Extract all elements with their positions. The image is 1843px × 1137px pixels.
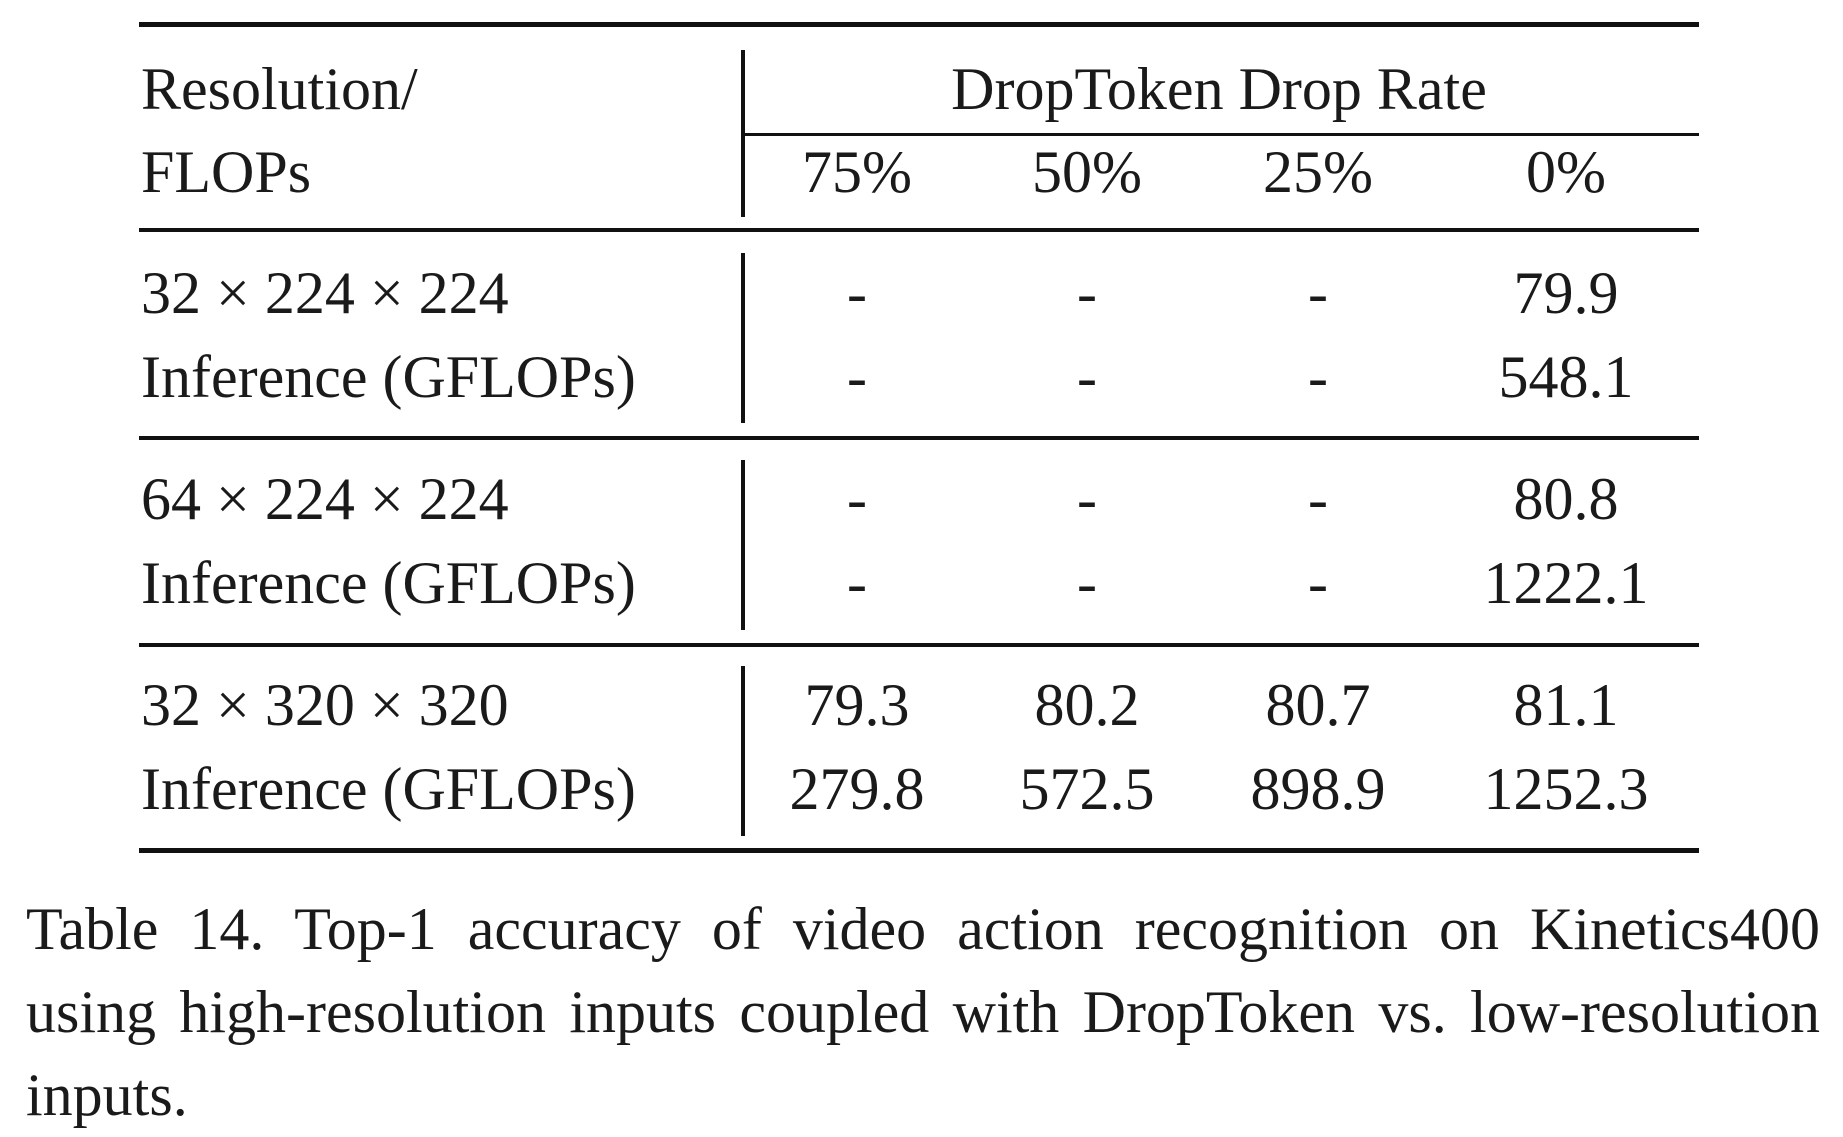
group3-gflops-0: 1252.3 — [1483, 756, 1649, 822]
group1-bottom-rule — [139, 436, 1699, 440]
group3-accuracy-25: 80.7 — [1265, 672, 1371, 738]
group1-gflops-50: - — [1077, 344, 1097, 410]
group3-gflops-50: 572.5 — [1019, 756, 1155, 822]
header-first-col-line1: Resolution/ — [141, 56, 418, 122]
header-vertical-rule — [741, 50, 745, 217]
header-drop-rate-75: 75% — [802, 139, 912, 205]
group1-gflops-0: 548.1 — [1498, 344, 1634, 410]
group1-accuracy-50: - — [1077, 260, 1097, 326]
header-first-col-line2: FLOPs — [141, 139, 312, 205]
group1-accuracy-0: 79.9 — [1513, 260, 1619, 326]
group2-metric-label: Inference (GFLOPs) — [141, 550, 636, 616]
group2-resolution: 64 × 224 × 224 — [141, 466, 509, 532]
group2-accuracy-50: - — [1077, 466, 1097, 532]
header-bottom-rule — [139, 228, 1699, 232]
group3-gflops-75: 279.8 — [789, 756, 925, 822]
group3-accuracy-0: 81.1 — [1513, 672, 1619, 738]
group2-accuracy-25: - — [1308, 466, 1328, 532]
group-header-rule — [744, 133, 1699, 136]
bottom-rule — [139, 848, 1699, 853]
group1-gflops-25: - — [1308, 344, 1328, 410]
group2-gflops-50: - — [1077, 550, 1097, 616]
group1-accuracy-75: - — [847, 260, 867, 326]
table-caption: Table 14. Top-1 accuracy of video action… — [26, 896, 1820, 1128]
group2-gflops-0: 1222.1 — [1483, 550, 1649, 616]
group2-gflops-75: - — [847, 550, 867, 616]
header-drop-rate-0: 0% — [1526, 139, 1606, 205]
group3-accuracy-75: 79.3 — [804, 672, 910, 738]
group3-accuracy-50: 80.2 — [1034, 672, 1140, 738]
group2-accuracy-0: 80.8 — [1513, 466, 1619, 532]
group3-vertical-rule — [741, 666, 745, 836]
header-drop-rate-25: 25% — [1263, 139, 1373, 205]
group1-metric-label: Inference (GFLOPs) — [141, 344, 636, 410]
group2-bottom-rule — [139, 643, 1699, 647]
group1-vertical-rule — [741, 253, 745, 423]
group1-gflops-75: - — [847, 344, 867, 410]
top-rule — [139, 22, 1699, 27]
header-drop-rate-50: 50% — [1032, 139, 1142, 205]
group1-resolution: 32 × 224 × 224 — [141, 260, 509, 326]
group3-resolution: 32 × 320 × 320 — [141, 672, 509, 738]
group3-gflops-25: 898.9 — [1250, 756, 1386, 822]
group2-accuracy-75: - — [847, 466, 867, 532]
group3-metric-label: Inference (GFLOPs) — [141, 756, 636, 822]
header-group-label: DropToken Drop Rate — [951, 56, 1487, 122]
group2-gflops-25: - — [1308, 550, 1328, 616]
group2-vertical-rule — [741, 460, 745, 630]
group1-accuracy-25: - — [1308, 260, 1328, 326]
